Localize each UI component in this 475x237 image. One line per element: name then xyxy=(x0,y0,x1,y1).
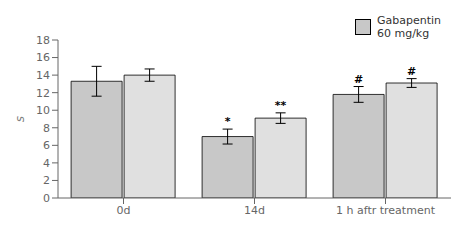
svg-text:*: * xyxy=(225,115,231,128)
svg-text:2: 2 xyxy=(43,174,50,187)
svg-text:0d: 0d xyxy=(117,204,131,217)
svg-text:s: s xyxy=(13,116,27,122)
svg-text:1 h aftr treatment: 1 h aftr treatment xyxy=(336,204,436,217)
svg-text:**: ** xyxy=(275,99,287,112)
svg-text:0: 0 xyxy=(43,192,50,205)
svg-text:4: 4 xyxy=(43,157,50,170)
svg-text:8: 8 xyxy=(43,122,50,135)
svg-text:14d: 14d xyxy=(244,204,265,217)
svg-text:#: # xyxy=(407,65,416,78)
svg-text:14: 14 xyxy=(36,69,50,82)
html-text:Gabapentin 60 mg/kg: Gabapentin 60 mg/kg xyxy=(376,14,441,40)
svg-text:16: 16 xyxy=(36,51,50,64)
svg-text:10: 10 xyxy=(36,104,50,117)
svg-text:12: 12 xyxy=(36,87,50,100)
svg-text:6: 6 xyxy=(43,139,50,152)
svg-text:18: 18 xyxy=(36,34,50,47)
svg-text:#: # xyxy=(354,73,363,86)
